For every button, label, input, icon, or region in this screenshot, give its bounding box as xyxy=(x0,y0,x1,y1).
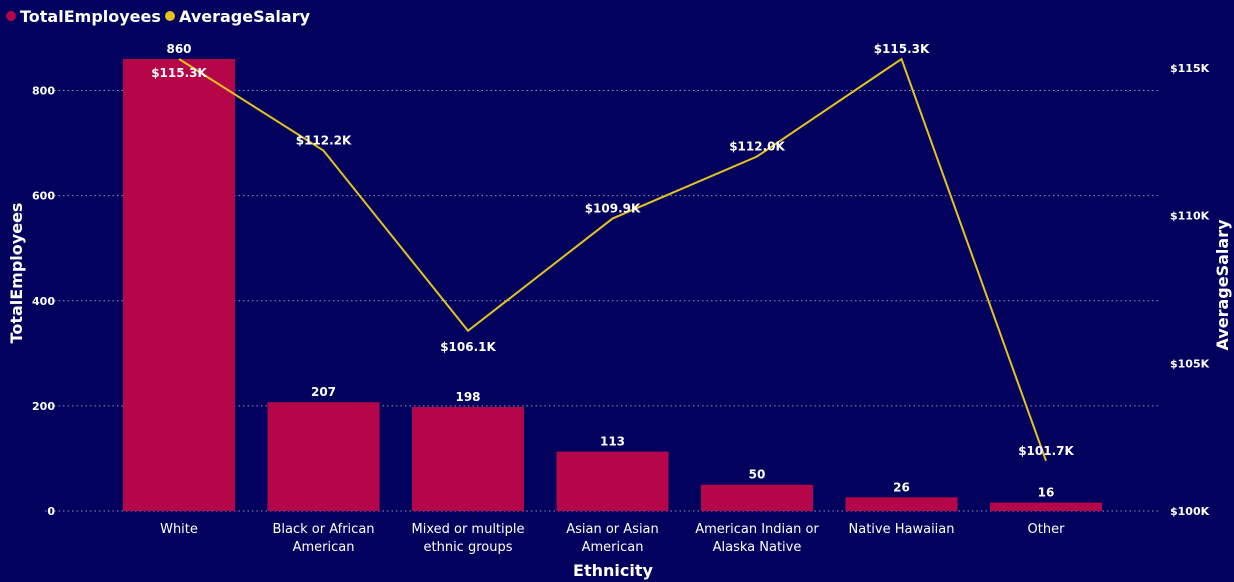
y-tick-label: 800 xyxy=(32,85,55,98)
category-labels: White Black or African American Mixed or mu… xyxy=(160,522,1065,555)
legend-label-averagesalary[interactable]: AverageSalary xyxy=(179,7,311,26)
category-label: Other xyxy=(1028,522,1066,537)
y-tick-label: 200 xyxy=(32,400,55,413)
legend-marker-averagesalary xyxy=(165,11,175,21)
y-tick-label: 0 xyxy=(47,505,55,518)
line-value-label: $112.0K xyxy=(729,139,785,153)
line-value-label: $115.3K xyxy=(151,66,207,80)
bar-value-label: 207 xyxy=(311,385,336,399)
left-axis-ticks: 0 200 400 600 800 xyxy=(32,85,55,518)
bar[interactable] xyxy=(123,59,235,511)
bar[interactable] xyxy=(556,451,669,511)
legend-label-totalemployees[interactable]: TotalEmployees xyxy=(20,7,161,26)
y2-tick-label: $110K xyxy=(1170,210,1210,223)
line-series xyxy=(178,57,1047,462)
x-axis-title: Ethnicity xyxy=(573,561,653,580)
category-label: Native Hawaiian xyxy=(849,522,955,537)
legend-marker-totalemployees xyxy=(6,11,16,21)
line-data-labels: $115.3K $112.2K $106.1K $109.9K $112.0K $115.… xyxy=(151,42,1074,458)
y-axis-title: TotalEmployees xyxy=(7,203,26,344)
bar-value-label: 113 xyxy=(600,435,625,449)
line-value-label: $106.1K xyxy=(440,340,496,354)
y2-tick-label: $100K xyxy=(1170,505,1210,518)
category-label: American Indian or Alaska Native xyxy=(695,522,819,555)
bar-data-labels: 860 207 198 113 50 26 16 xyxy=(166,42,1054,500)
bar-value-label: 50 xyxy=(749,468,766,482)
bar-value-label: 26 xyxy=(893,480,910,494)
category-label: Black or African American xyxy=(272,522,374,555)
bar-series xyxy=(123,59,1102,511)
right-axis-ticks: $100K $105K $110K $115K xyxy=(1170,62,1210,518)
category-label: Asian or Asian American xyxy=(566,522,659,555)
bar[interactable] xyxy=(845,497,958,511)
category-label: White xyxy=(160,522,198,537)
bar[interactable] xyxy=(267,402,380,511)
legend[interactable]: TotalEmployees AverageSalary xyxy=(6,7,311,26)
y2-tick-label: $105K xyxy=(1170,357,1210,370)
y-tick-label: 400 xyxy=(32,295,55,308)
line-value-label: $112.2K xyxy=(296,134,352,148)
y2-tick-label: $115K xyxy=(1170,62,1210,75)
bar[interactable] xyxy=(701,484,813,511)
category-label: Mixed or multiple ethnic groups xyxy=(411,522,524,555)
salary-line[interactable] xyxy=(178,57,1047,462)
line-value-label: $101.7K xyxy=(1018,444,1074,458)
line-value-label: $109.9K xyxy=(585,202,641,216)
bar-value-label: 198 xyxy=(455,390,480,404)
bar-value-label: 16 xyxy=(1038,486,1055,500)
y2-axis-title: AverageSalary xyxy=(1213,219,1232,351)
bar[interactable] xyxy=(990,502,1102,511)
bar[interactable] xyxy=(412,406,524,511)
line-value-label: $115.3K xyxy=(874,42,930,56)
bar-value-label: 860 xyxy=(166,42,191,56)
y-tick-label: 600 xyxy=(32,190,55,203)
